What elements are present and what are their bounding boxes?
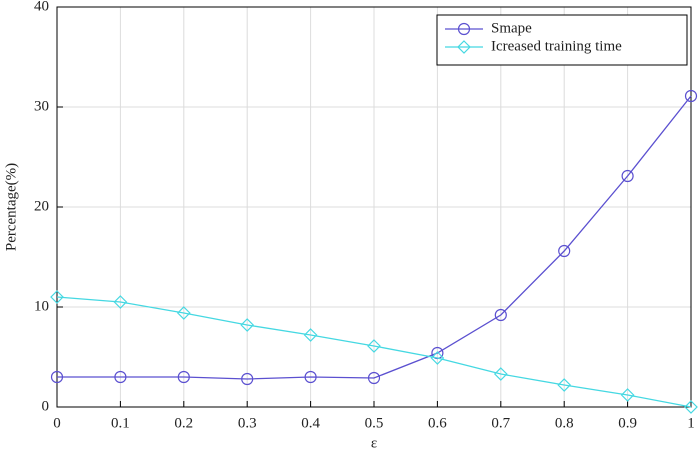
x-tick-label: 0.9 xyxy=(618,415,637,431)
x-tick-label: 0 xyxy=(53,415,61,431)
series-line xyxy=(57,95,692,380)
marker xyxy=(684,400,698,414)
legend-label: Icreased training time xyxy=(491,38,622,54)
x-tick-label: 0.2 xyxy=(174,415,193,431)
legend: Smape Icreased training time xyxy=(436,14,688,66)
x-tick-label: 0.5 xyxy=(365,415,384,431)
marker xyxy=(558,244,571,258)
marker xyxy=(557,378,572,392)
marker xyxy=(113,295,128,309)
marker xyxy=(50,370,64,384)
marker xyxy=(620,388,635,402)
marker xyxy=(367,339,381,353)
marker xyxy=(241,372,254,386)
marker xyxy=(684,89,698,103)
legend-box xyxy=(436,14,688,66)
marker xyxy=(430,351,445,365)
y-tick-label: 10 xyxy=(34,298,49,314)
plot-frame xyxy=(56,6,692,408)
x-tick-label: 0.4 xyxy=(301,415,320,431)
x-tick-label: 1 xyxy=(687,415,695,431)
y-axis-label: Percentage(%) xyxy=(3,163,19,251)
marker xyxy=(494,308,507,322)
marker xyxy=(304,370,317,384)
x-tick-label: 0.1 xyxy=(111,415,130,431)
y-tick-label: 30 xyxy=(34,98,49,114)
marker xyxy=(114,370,127,384)
marker xyxy=(176,306,191,320)
y-tick-label: 40 xyxy=(34,0,49,14)
x-tick-label: 0.6 xyxy=(428,415,447,431)
x-tick-label: 0.3 xyxy=(238,415,257,431)
marker xyxy=(457,40,471,54)
marker xyxy=(457,22,471,36)
marker xyxy=(240,318,255,332)
y-tick-label: 0 xyxy=(42,398,50,414)
marker xyxy=(177,370,190,384)
x-tick-label: 0.7 xyxy=(491,415,510,431)
marker xyxy=(493,367,508,381)
y-tick-label: 20 xyxy=(34,198,49,214)
marker xyxy=(50,290,64,304)
marker xyxy=(621,169,634,183)
marker xyxy=(303,328,318,342)
x-axis-label: ε xyxy=(371,435,377,451)
legend-label: Smape xyxy=(491,20,532,36)
series-line xyxy=(56,296,692,408)
x-tick-label: 0.8 xyxy=(555,415,574,431)
marker xyxy=(367,371,381,385)
